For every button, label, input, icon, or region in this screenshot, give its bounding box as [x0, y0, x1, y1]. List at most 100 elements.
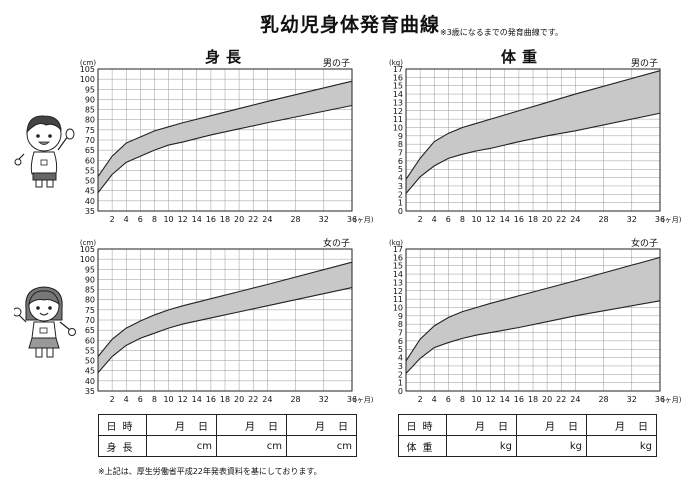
- y-tick-label: 17: [393, 65, 403, 74]
- height-value-cell[interactable]: cm: [146, 435, 217, 457]
- unit-label: (cm): [80, 239, 96, 247]
- x-tick-label: 32: [627, 395, 637, 404]
- y-tick-label: 12: [393, 287, 403, 296]
- x-tick-label: 20: [542, 395, 552, 404]
- height-value-cell[interactable]: cm: [216, 435, 287, 457]
- y-tick-label: 60: [85, 156, 95, 165]
- x-tick-label: 24: [262, 215, 272, 224]
- x-tick-label: 36: [655, 395, 665, 404]
- plot-frame: [405, 68, 661, 212]
- y-tick-label: 75: [85, 126, 95, 135]
- x-unit-label: (ヶ月): [354, 396, 374, 404]
- day-label: 日: [568, 421, 578, 433]
- unit-label: kg: [569, 440, 582, 452]
- y-tick-label: 85: [85, 106, 95, 115]
- boy-illustration: [14, 115, 75, 188]
- month-label: 月: [545, 421, 555, 433]
- x-tick-label: 8: [460, 215, 465, 224]
- x-tick-label: 2: [110, 395, 115, 404]
- y-tick-label: 90: [85, 95, 95, 104]
- x-tick-label: 16: [514, 395, 524, 404]
- y-tick-label: 2: [398, 190, 403, 199]
- x-tick-label: 36: [347, 215, 357, 224]
- y-tick-label: 8: [398, 140, 403, 149]
- x-tick-label: 6: [138, 395, 143, 404]
- weight-column-title: 体重: [500, 48, 543, 66]
- table-row: 体重 kg kg kg: [398, 435, 657, 457]
- y-tick-label: 70: [85, 136, 95, 145]
- y-tick-label: 16: [393, 73, 403, 82]
- lower-percentile-line: [405, 300, 661, 374]
- date-cell[interactable]: 月日: [286, 414, 357, 436]
- weight-record-table: 日時 月日 月日 月日 体重 kg kg kg: [398, 414, 657, 457]
- unit-label: kg: [499, 440, 512, 452]
- weight-value-cell[interactable]: kg: [516, 435, 587, 457]
- unit-label: (kg): [389, 59, 403, 67]
- month-label: 月: [475, 421, 485, 433]
- y-tick-label: 0: [398, 207, 403, 216]
- percentile-band: [406, 70, 660, 194]
- x-unit-label: (ヶ月): [662, 216, 682, 224]
- x-tick-label: 8: [152, 395, 157, 404]
- date-cell[interactable]: 月日: [216, 414, 287, 436]
- x-tick-label: 2: [418, 395, 423, 404]
- y-tick-label: 4: [398, 354, 403, 363]
- x-tick-label: 6: [446, 215, 451, 224]
- y-tick-label: 100: [80, 75, 95, 84]
- y-tick-label: 65: [85, 146, 95, 155]
- x-tick-label: 22: [556, 395, 566, 404]
- day-label: 日: [338, 421, 348, 433]
- x-tick-label: 4: [432, 215, 437, 224]
- y-tick-label: 7: [398, 149, 403, 158]
- x-unit-label: (ヶ月): [662, 396, 682, 404]
- height-value-cell[interactable]: cm: [286, 435, 357, 457]
- y-tick-label: 80: [85, 296, 95, 305]
- x-tick-label: 28: [598, 395, 608, 404]
- title-note: ※3歳になるまでの発育曲線です。: [440, 28, 563, 37]
- plot-frame: [97, 248, 353, 392]
- y-tick-label: 40: [85, 377, 95, 386]
- day-label: 日: [268, 421, 278, 433]
- x-tick-label: 14: [500, 215, 510, 224]
- y-tick-label: 35: [85, 387, 95, 396]
- date-cell[interactable]: 月日: [446, 414, 517, 436]
- date-cell[interactable]: 月日: [146, 414, 217, 436]
- weight-value-cell[interactable]: kg: [586, 435, 657, 457]
- unit-label: cm: [196, 440, 212, 452]
- table-row: 身長 cm cm cm: [98, 435, 357, 457]
- x-tick-label: 36: [655, 215, 665, 224]
- gender-label: 男の子: [631, 58, 658, 69]
- height-column-title: 身長: [204, 48, 247, 66]
- y-tick-label: 11: [393, 295, 403, 304]
- date-cell[interactable]: 月日: [586, 414, 657, 436]
- plot-frame: [97, 68, 353, 212]
- x-tick-label: 14: [192, 215, 202, 224]
- y-tick-label: 13: [393, 98, 403, 107]
- x-tick-label: 16: [514, 215, 524, 224]
- x-tick-label: 8: [460, 395, 465, 404]
- percentile-band: [98, 262, 352, 373]
- x-tick-label: 18: [220, 215, 230, 224]
- x-tick-label: 4: [124, 395, 129, 404]
- y-tick-label: 95: [85, 265, 95, 274]
- y-tick-label: 70: [85, 316, 95, 325]
- y-tick-label: 1: [398, 379, 403, 388]
- y-tick-label: 105: [80, 245, 95, 254]
- x-tick-label: 28: [290, 215, 300, 224]
- y-tick-label: 105: [80, 65, 95, 74]
- y-tick-label: 2: [398, 370, 403, 379]
- month-label: 月: [615, 421, 625, 433]
- y-tick-label: 11: [393, 115, 403, 124]
- page-title: 乳幼児身体発育曲線: [259, 14, 440, 36]
- x-tick-label: 8: [152, 215, 157, 224]
- plot-frame: [405, 248, 661, 392]
- gender-label: 女の子: [631, 237, 658, 249]
- date-cell[interactable]: 月日: [516, 414, 587, 436]
- gender-label: 男の子: [323, 58, 350, 69]
- x-tick-label: 22: [556, 215, 566, 224]
- x-tick-label: 36: [347, 395, 357, 404]
- weight-value-cell[interactable]: kg: [446, 435, 517, 457]
- x-tick-label: 18: [528, 395, 538, 404]
